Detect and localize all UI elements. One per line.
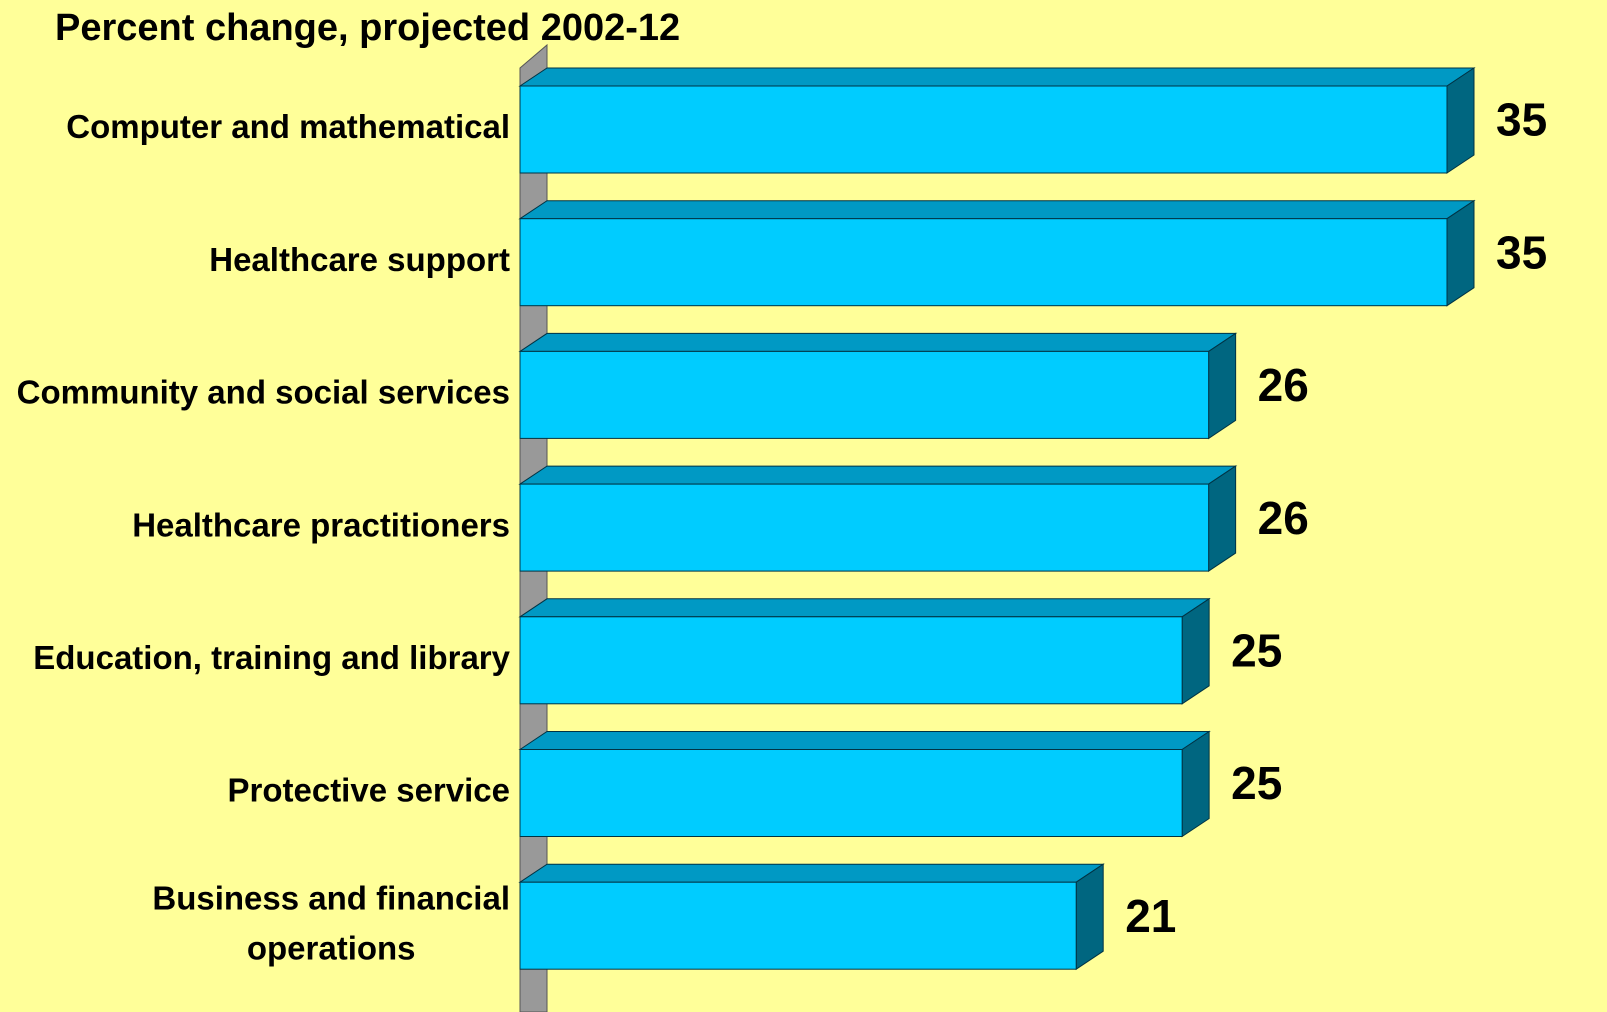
- category-label: Business and financial operations: [152, 879, 510, 966]
- category-label: Protective service: [227, 772, 510, 809]
- category-label: Healthcare support: [209, 241, 510, 278]
- bar-side: [1446, 67, 1475, 174]
- bar: [519, 749, 1183, 837]
- bar-top: [518, 67, 1476, 87]
- bar-side: [1208, 465, 1237, 573]
- category-label: Computer and mathematical: [66, 108, 510, 145]
- value-label: 26: [1258, 359, 1309, 411]
- bar-side: [1446, 199, 1475, 307]
- value-label: 25: [1231, 757, 1282, 809]
- bar-side: [1208, 332, 1237, 440]
- chart-title: Percent change, projected 2002-12: [55, 7, 680, 49]
- bar-side: [1181, 597, 1210, 705]
- value-label: 35: [1496, 226, 1547, 278]
- bar-side: [1181, 730, 1210, 838]
- bar: [519, 881, 1077, 970]
- bar-top: [518, 332, 1238, 352]
- value-label: 21: [1125, 890, 1176, 942]
- bar: [519, 218, 1448, 307]
- bar: [519, 350, 1210, 439]
- category-label: Healthcare practitioners: [132, 506, 510, 543]
- bar-top: [518, 731, 1211, 750]
- category-label: Community and social services: [17, 374, 510, 411]
- value-label: 35: [1496, 94, 1547, 146]
- bar: [519, 616, 1183, 705]
- bar-top: [518, 200, 1476, 220]
- bar-top: [518, 465, 1238, 485]
- bar-top: [518, 863, 1105, 883]
- bar: [519, 483, 1210, 572]
- value-label: 25: [1231, 624, 1282, 676]
- value-label: 26: [1258, 492, 1309, 544]
- bar-top: [518, 598, 1211, 618]
- bar-side: [1075, 863, 1104, 971]
- category-label: Education, training and library: [33, 639, 510, 676]
- bar: [519, 85, 1448, 174]
